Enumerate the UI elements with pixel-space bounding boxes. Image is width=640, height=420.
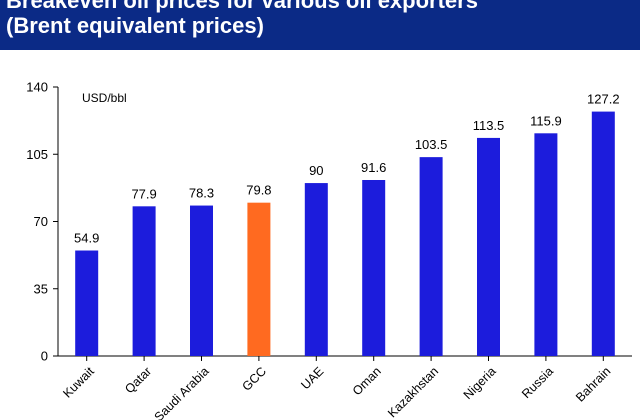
data-label: 54.9 (74, 231, 99, 246)
category-label: UAE (298, 364, 326, 392)
bar-oman (362, 179, 386, 356)
bar-qatar (132, 206, 156, 356)
y-unit-label: USD/bbl (82, 91, 127, 105)
category-label: Kazakhstan (385, 364, 441, 420)
y-tick-label: 140 (26, 80, 48, 95)
bar-russia (534, 133, 558, 356)
category-label: Oman (350, 364, 384, 398)
data-label: 103.5 (415, 137, 448, 152)
y-tick-label: 0 (41, 349, 48, 364)
category-label: Kuwait (60, 364, 97, 401)
bar-uae (304, 183, 328, 356)
bar-chart: 0 35 70 105 140 USD/bbl 54.9 Kuwait 77.9 Qatar 78… (26, 80, 632, 420)
title-banner: Breakeven oil prices for various oil exp… (0, 0, 640, 50)
bar-gcc (247, 202, 271, 356)
y-tick-label: 105 (26, 147, 48, 162)
data-label: 77.9 (131, 186, 156, 201)
bar-nigeria (477, 137, 500, 356)
chart-title-line-1: Breakeven oil prices for various oil exp… (6, 0, 478, 13)
data-label: 113.5 (473, 118, 505, 133)
y-tick-label: 35 (34, 281, 48, 296)
data-label: 91.6 (361, 160, 386, 175)
chart-title-line-2: (Brent equivalent prices) (6, 13, 264, 38)
data-label: 90 (309, 163, 323, 178)
data-label: 79.8 (246, 183, 271, 198)
category-label: GCC (239, 364, 269, 394)
category-label: Bahrain (573, 364, 613, 404)
bar-bahrain (591, 111, 615, 356)
bar-kazakhstan (419, 157, 443, 356)
category-label: Nigeria (461, 364, 499, 402)
y-tick-label: 70 (34, 214, 48, 229)
data-label: 115.9 (530, 113, 562, 128)
data-label: 78.3 (189, 186, 214, 201)
data-label: 127.2 (587, 92, 620, 107)
category-label: Russia (519, 364, 556, 401)
bar-saudi-arabia (190, 205, 213, 356)
category-label: Saudi Arabia (152, 364, 212, 420)
bar-kuwait (75, 250, 99, 356)
category-label: Qatar (122, 364, 154, 396)
